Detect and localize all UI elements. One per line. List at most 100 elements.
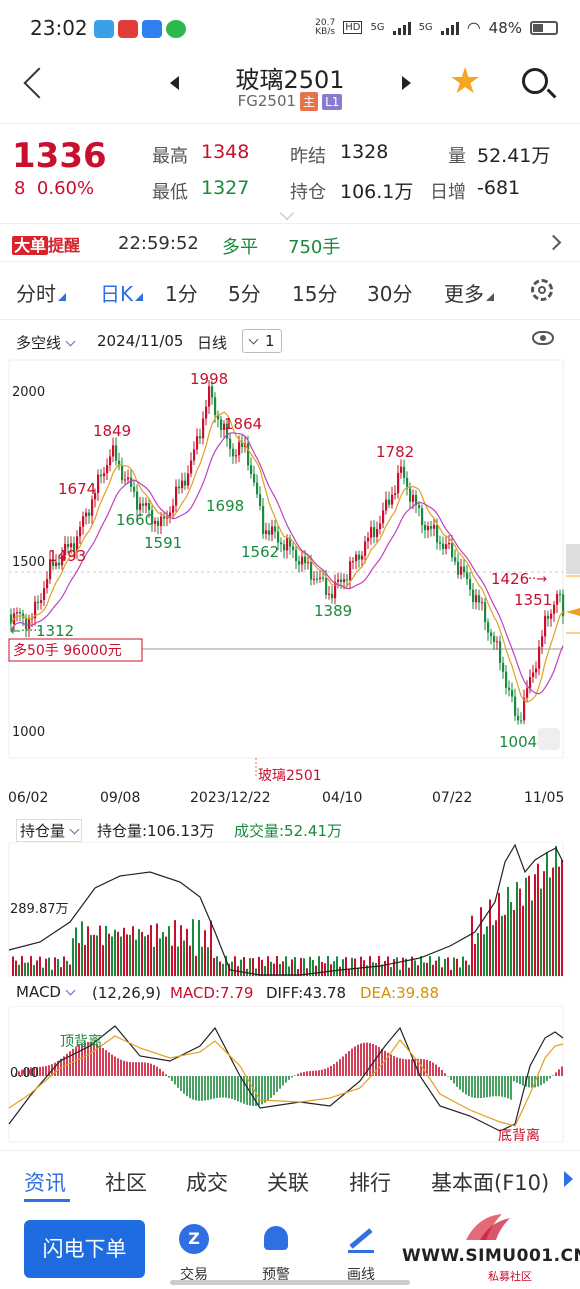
tab-ranking[interactable]: 排行 [349,1171,391,1195]
volume-chart[interactable]: 289.87万 [0,842,580,978]
volume-bar [99,925,101,976]
candle-body [295,549,298,562]
tab-news[interactable]: 资讯 [24,1171,66,1195]
macd-bar [189,1076,191,1099]
candle-body [319,577,322,579]
macd-bar [177,1076,179,1088]
macd-bar [363,1042,365,1076]
volume-indicator-dropdown[interactable]: 持仓量 [16,819,83,842]
position-tag[interactable] [8,638,143,662]
big-order-alert-bar[interactable]: 大单 提醒 22:59:52 多平 750手 [0,224,580,262]
tab-1min[interactable]: 1分 [165,282,198,306]
tab-more[interactable]: 更多 [444,278,494,307]
macd-bar [147,1062,149,1076]
tab-community[interactable]: 社区 [105,1171,147,1195]
kline-chart[interactable]: 2000 1500 1000 多50手 96000元 1493167418491… [0,358,580,788]
macd-bar [222,1076,224,1098]
tab-30min[interactable]: 30分 [367,282,413,306]
flash-order-button[interactable]: 闪电下单 [24,1220,145,1278]
candle-body [91,499,94,516]
macd-bar [258,1076,260,1106]
trade-icon[interactable]: Z [179,1224,209,1254]
candle-body [382,510,385,524]
big-order-qty: 750手 [288,237,341,258]
macd-bar [171,1076,173,1081]
macd-bar [261,1076,263,1105]
macd-bar [27,1067,29,1076]
indicator-dropdown[interactable]: 多空线 [16,332,76,353]
macd-indicator-dropdown[interactable]: MACD [16,983,76,1001]
volume-bar [207,947,209,976]
volume-bar [192,919,194,976]
volume-bar [270,961,272,976]
multiplier-dropdown[interactable]: 1 [242,329,282,353]
tab-trades[interactable]: 成交 [186,1171,228,1195]
tab-fundamentals[interactable]: 基本面(F10) [431,1171,550,1195]
tab-daily-k[interactable]: 日K [100,278,144,307]
volume-bar [48,957,50,976]
low-label: 最低 [152,182,188,203]
candle-body [274,526,277,532]
fullscreen-icon[interactable] [538,728,560,750]
draw-button-label[interactable]: 画线 [347,1267,375,1283]
trade-button-label[interactable]: 交易 [180,1267,208,1283]
draw-line-icon[interactable] [349,1228,373,1249]
volume-bar [12,956,14,976]
tab-intraday[interactable]: 分时 [16,278,66,307]
alert-bell-icon[interactable] [264,1226,288,1250]
macd-chart[interactable]: 0.00 顶背离 底背离 [0,1006,580,1146]
quote-panel: 1336 8 0.60% 最高 1348 最低 1327 昨结 1328 持仓 … [0,124,580,224]
side-handle[interactable] [566,544,580,574]
candle-body [151,510,154,524]
prev-contract-icon[interactable] [170,76,179,90]
macd-bar [219,1076,221,1098]
scroll-right-icon[interactable] [564,1171,573,1187]
volume-bar [57,959,59,976]
candle-body [187,473,190,486]
candle-body [466,572,469,580]
favorite-star-icon[interactable]: ★ [449,61,482,102]
macd-bar [300,1072,302,1076]
big-order-logo-a: 大单 [12,236,49,255]
volume-bar [213,958,215,976]
settings-gear-icon[interactable] [531,279,553,301]
big-order-logo: 大单 提醒 [12,232,80,256]
macd-bar [156,1066,158,1076]
macd-bar [510,1076,512,1100]
macd-bar [249,1076,251,1106]
macd-bar [483,1076,485,1098]
tab-5min[interactable]: 5分 [228,282,261,306]
level1-badge: L1 [322,94,343,110]
chevron-right-icon[interactable] [545,234,562,251]
search-icon[interactable] [522,68,548,94]
next-contract-icon[interactable] [402,76,411,90]
volume-bar [456,958,458,976]
macd-bar [381,1048,383,1076]
tab-15min[interactable]: 15分 [292,282,338,306]
tab-intraday-label: 分时 [16,282,56,306]
volume-bar [243,956,245,976]
macd-bar [501,1076,503,1097]
macd-bar [297,1073,299,1076]
volume-bar [186,928,188,976]
alert-button-label[interactable]: 预警 [262,1267,290,1283]
volume-bar [348,969,350,976]
price-marks: 1493 1674 1849 1998 1864 1782 1426 1351 1312 1660… [10,370,552,751]
candle-body [190,460,193,474]
macd-bar [366,1042,368,1076]
candle-body [121,465,124,481]
volume-bar [162,932,164,976]
macd-bar [195,1076,197,1101]
eye-icon[interactable] [532,331,554,345]
tab-related[interactable]: 关联 [267,1171,309,1195]
expand-chevron-icon[interactable] [279,205,295,221]
macd-bar [357,1044,359,1076]
macd-bar [513,1076,515,1082]
macd-bar [192,1076,194,1100]
volume-bar [396,957,398,976]
macd-bar [399,1058,401,1076]
price-low-mark: 1312 [36,622,74,640]
macd-bar [252,1076,254,1107]
volume-bar [492,925,494,976]
volume-bar [414,960,416,976]
